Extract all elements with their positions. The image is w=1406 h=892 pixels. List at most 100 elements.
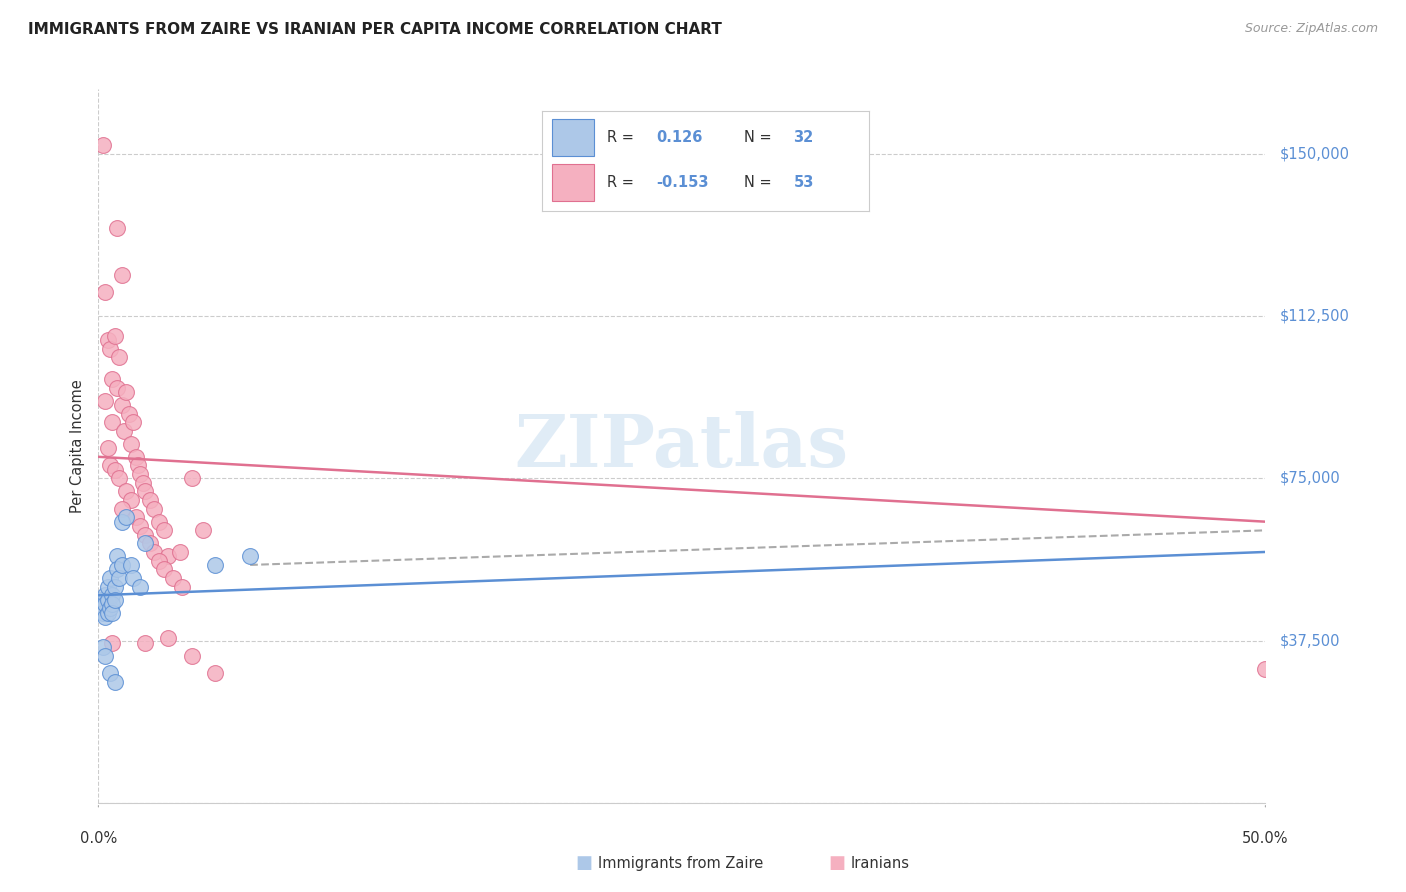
Point [120, 493, 142, 508]
Point [91, 595, 114, 609]
Bar [551, 119, 595, 155]
Point [1254, 662, 1277, 676]
Point [97, 592, 120, 607]
Bar [551, 163, 595, 201]
Point [129, 519, 152, 533]
Point [125, 510, 148, 524]
Point [148, 515, 170, 529]
Point [108, 471, 131, 485]
Point [134, 527, 156, 541]
Point [94, 597, 117, 611]
Text: $75,000: $75,000 [1279, 471, 1340, 486]
Point [97, 606, 120, 620]
Point [101, 636, 124, 650]
Text: -0.153: -0.153 [657, 175, 709, 189]
Point [104, 580, 127, 594]
Point [105, 220, 128, 235]
Point [127, 458, 149, 473]
Point [90, 592, 112, 607]
Point [101, 588, 124, 602]
Text: Immigrants from Zaire: Immigrants from Zaire [598, 856, 763, 871]
Y-axis label: Per Capita Income: Per Capita Income [70, 379, 86, 513]
Point [101, 415, 124, 429]
Point [169, 545, 191, 559]
Point [134, 536, 156, 550]
Text: $150,000: $150,000 [1279, 146, 1350, 161]
Point [180, 648, 202, 663]
Point [98, 601, 121, 615]
Point [118, 407, 141, 421]
Point [104, 328, 127, 343]
Text: 50.0%: 50.0% [1241, 831, 1289, 847]
Text: 53: 53 [793, 175, 814, 189]
Point [148, 553, 170, 567]
Point [157, 632, 180, 646]
Point [122, 571, 145, 585]
Text: Iranians: Iranians [851, 856, 910, 871]
Point [115, 510, 138, 524]
Point [97, 333, 120, 347]
Point [125, 450, 148, 464]
Point [101, 597, 124, 611]
Point [91, 138, 114, 153]
Point [143, 501, 166, 516]
Point [112, 424, 135, 438]
Point [134, 484, 156, 499]
Point [98, 458, 121, 473]
Point [91, 606, 114, 620]
Text: ■: ■ [575, 855, 592, 872]
Point [111, 268, 134, 282]
Point [204, 558, 226, 572]
Text: ■: ■ [828, 855, 845, 872]
Point [139, 493, 162, 508]
Point [101, 372, 124, 386]
Point [98, 571, 121, 585]
Text: 0.126: 0.126 [657, 129, 703, 145]
Point [162, 571, 184, 585]
Point [152, 524, 174, 538]
Text: 0.0%: 0.0% [80, 831, 117, 847]
Point [120, 558, 142, 572]
Point [204, 666, 226, 681]
Point [97, 441, 120, 455]
Text: R =: R = [607, 129, 638, 145]
Point [111, 398, 134, 412]
Point [94, 648, 117, 663]
Point [111, 501, 134, 516]
Text: IMMIGRANTS FROM ZAIRE VS IRANIAN PER CAPITA INCOME CORRELATION CHART: IMMIGRANTS FROM ZAIRE VS IRANIAN PER CAP… [28, 22, 723, 37]
Point [139, 536, 162, 550]
Point [180, 471, 202, 485]
Point [152, 562, 174, 576]
Point [239, 549, 262, 564]
Point [105, 381, 128, 395]
Point [94, 588, 117, 602]
Text: N =: N = [744, 129, 776, 145]
Point [94, 285, 117, 300]
Point [108, 571, 131, 585]
Point [105, 549, 128, 564]
Point [111, 558, 134, 572]
Point [129, 580, 152, 594]
Point [104, 463, 127, 477]
Point [193, 524, 215, 538]
Text: $37,500: $37,500 [1279, 633, 1340, 648]
Text: 32: 32 [793, 129, 814, 145]
Text: Source: ZipAtlas.com: Source: ZipAtlas.com [1244, 22, 1378, 36]
Point [94, 393, 117, 408]
Point [120, 437, 142, 451]
Text: N =: N = [744, 175, 776, 189]
Point [98, 666, 121, 681]
Point [115, 484, 138, 499]
Point [143, 545, 166, 559]
Point [134, 636, 156, 650]
Point [97, 580, 120, 594]
Point [98, 342, 121, 356]
Point [111, 515, 134, 529]
Point [157, 549, 180, 564]
Text: ZIPatlas: ZIPatlas [515, 410, 849, 482]
Point [108, 351, 131, 365]
Text: R =: R = [607, 175, 638, 189]
Point [105, 562, 128, 576]
Point [115, 384, 138, 399]
Point [132, 475, 155, 490]
